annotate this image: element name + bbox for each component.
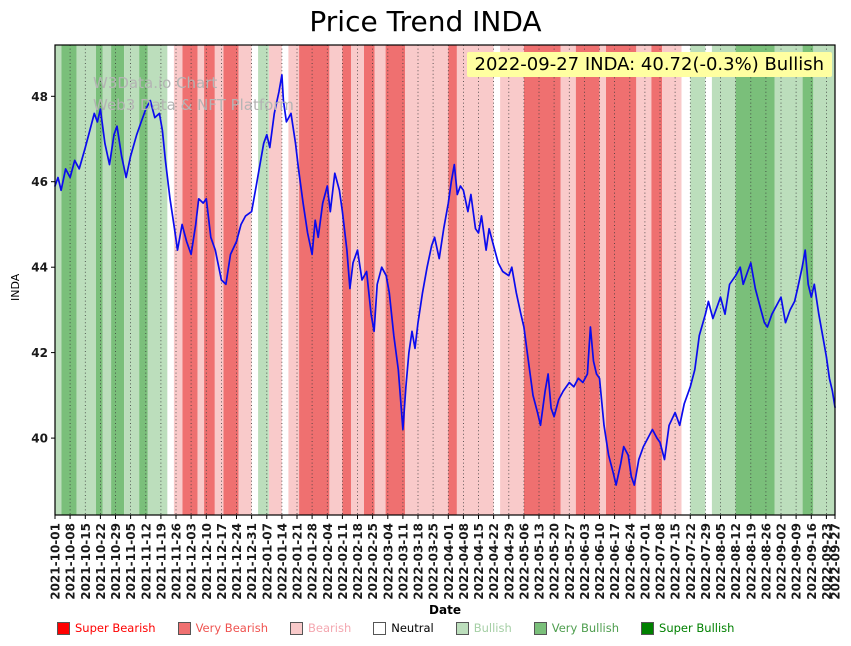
x-tick-label: 2022-07-15 [669,523,683,600]
x-tick-label: 2022-09-02 [775,523,789,600]
legend-item-super-bearish: Super Bearish [57,621,156,635]
y-tick-label: 48 [31,90,48,104]
x-tick-label: 2022-08-05 [714,523,728,600]
x-tick-label: 2021-10-29 [109,523,123,600]
legend-label: Super Bearish [75,621,156,635]
x-tick-label: 2022-09-16 [805,523,819,600]
x-tick-label: 2021-11-26 [170,523,184,600]
x-tick-label: 2022-03-11 [396,523,410,600]
x-tick-label: 2021-12-17 [215,523,229,600]
x-tick-label: 2022-06-10 [593,523,607,600]
legend-label: Very Bullish [551,621,620,635]
legend-item-very-bearish: Very Bearish [177,621,269,635]
legend-swatch [641,621,655,635]
plot-border [54,44,836,516]
legend-swatch [373,621,387,635]
x-tick-label: 2022-09-09 [790,523,804,600]
x-tick-label: 2022-05-20 [548,523,562,600]
x-tick-label: 2022-05-27 [563,523,577,600]
x-tick-label: 2022-07-08 [654,523,668,600]
legend-swatch [290,621,304,635]
page-title: Price Trend INDA [309,5,542,38]
legend-swatch [455,621,469,635]
legend-item-neutral: Neutral [373,621,434,635]
x-tick-label: 2022-01-14 [275,523,289,600]
legend-item-bearish: Bearish [290,621,351,635]
x-tick-label: 2022-05-13 [533,523,547,600]
x-tick-label: 2022-07-29 [699,523,713,600]
x-tick-label: 2021-12-03 [185,523,199,600]
x-tick-label: 2022-04-01 [442,523,456,600]
x-tick-label: 2022-02-25 [366,523,380,600]
x-tick-label: 2021-10-01 [49,523,63,600]
x-tick-label: 2022-02-04 [321,523,335,600]
x-tick-label: 2022-06-24 [623,523,637,600]
y-axis-label: INDA [9,273,22,301]
legend-swatch [177,621,191,635]
x-tick-label: 2022-04-29 [502,523,516,600]
x-tick-label: 2022-06-03 [578,523,592,600]
legend-label: Bullish [473,621,512,635]
x-tick-label: 2022-03-25 [427,523,441,600]
x-tick-label: 2021-11-19 [154,523,168,600]
x-tick-label: 2021-10-08 [64,523,78,600]
x-tick-label: 2022-04-22 [487,523,501,600]
x-tick-label: 2022-08-26 [759,523,773,600]
x-tick-label: 2021-10-22 [94,523,108,600]
legend-item-very-bullish: Very Bullish [533,621,620,635]
legend-label: Very Bearish [195,621,269,635]
x-tick-label: 2022-03-18 [412,523,426,600]
x-tick-label: 2021-12-10 [200,523,214,600]
x-tick-label: 2022-02-11 [336,523,350,600]
x-tick-label: 2022-03-04 [381,523,395,600]
x-tick-label: 2022-01-21 [291,523,305,600]
x-tick-label: 2021-11-05 [124,523,138,600]
x-axis-ticks: 2021-10-01 2021-10-08 2021-10-15 2021-10-22… [49,515,843,600]
legend-item-super-bullish: Super Bullish [641,621,734,635]
x-tick-label: 2022-08-19 [744,523,758,600]
legend-label: Bearish [308,621,352,635]
x-tick-label: 2021-12-31 [245,523,259,600]
y-tick-label: 40 [31,432,48,446]
y-axis-ticks: 40 42 44 46 48 [31,90,55,446]
x-tick-label: 2022-07-01 [638,523,652,600]
x-tick-label: 2021-10-15 [79,523,93,600]
x-tick-label: 2022-04-15 [472,523,486,600]
x-tick-label: 2022-09-27 [829,523,843,600]
x-tick-label: 2022-02-18 [351,523,365,600]
legend-label: Neutral [391,621,434,635]
y-tick-label: 46 [31,175,48,189]
legend-label: Super Bullish [659,621,735,635]
x-axis-label: Date [429,603,461,617]
legend: Super Bearish Very Bearish Bearish Neutral B… [57,621,734,635]
legend-swatch [533,621,547,635]
x-tick-label: 2021-12-24 [230,523,244,600]
x-tick-label: 2022-06-17 [608,523,622,600]
legend-swatch [57,621,70,635]
x-tick-label: 2022-07-22 [684,523,698,600]
x-tick-label: 2022-04-08 [457,523,471,600]
x-tick-label: 2022-01-07 [260,523,274,600]
price-line [54,74,836,486]
latest-price-annotation: 2022-09-27 INDA: 40.72(-0.3%) Bullish [466,52,832,77]
y-tick-label: 42 [31,346,48,360]
legend-item-bullish: Bullish [455,621,512,635]
x-tick-label: 2022-01-28 [306,523,320,600]
x-tick-label: 2021-11-12 [139,523,153,600]
x-tick-label: 2022-05-06 [517,523,531,600]
x-tick-label: 2022-09-23 [820,523,834,600]
y-tick-label: 44 [31,261,48,275]
x-tick-label: 2022-08-12 [729,523,743,600]
gridlines [54,45,836,515]
sentiment-bands [55,45,835,515]
